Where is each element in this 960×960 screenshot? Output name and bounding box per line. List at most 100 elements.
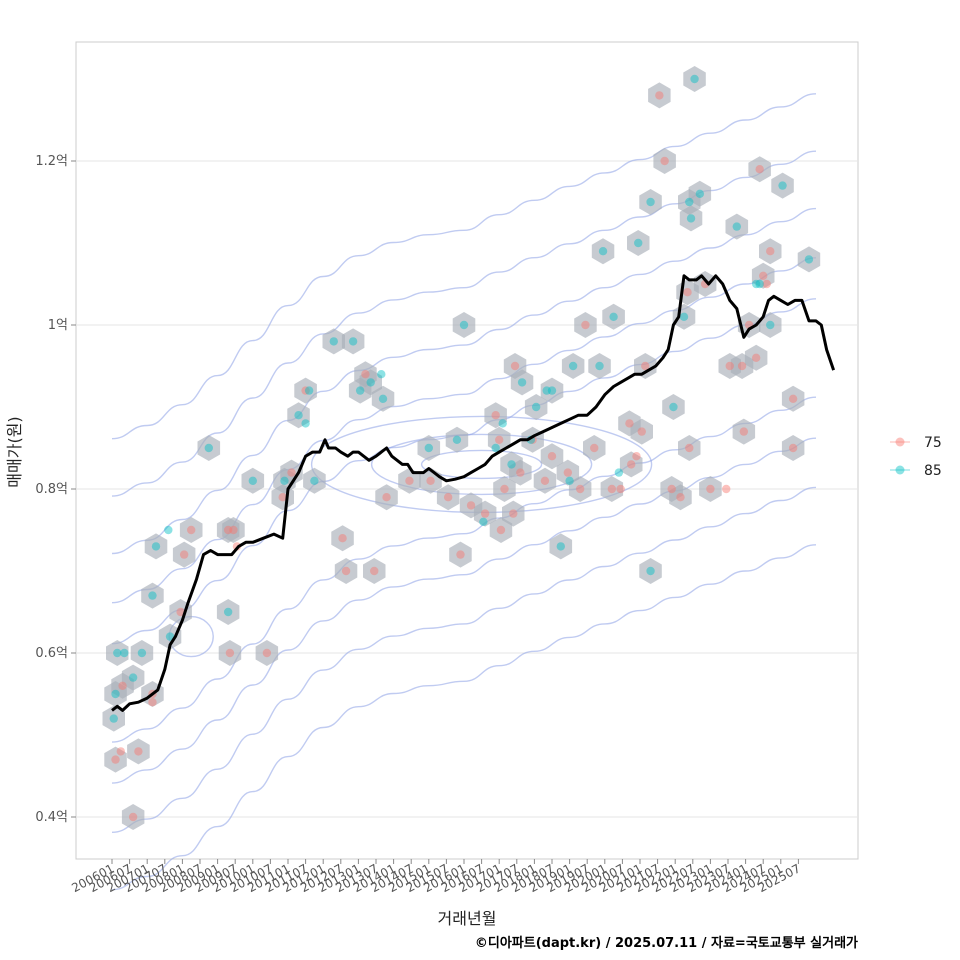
hexbin	[216, 599, 240, 625]
data-point-75	[223, 525, 233, 535]
hexbin	[549, 533, 573, 560]
hexbin	[102, 705, 125, 732]
hexbin	[127, 738, 150, 765]
data-point-85	[595, 361, 604, 371]
hexbin	[781, 435, 805, 461]
hexbin	[484, 402, 507, 429]
hexbin	[662, 394, 685, 420]
hexbin	[104, 746, 127, 773]
data-point-85	[517, 378, 527, 387]
data-point-85	[165, 632, 175, 641]
hexbin	[130, 640, 154, 666]
y-tick-label: 1.2억	[35, 154, 68, 169]
hexbin	[600, 476, 624, 502]
data-point-75	[788, 394, 798, 403]
data-point-75	[616, 484, 625, 494]
data-point-75	[480, 509, 490, 518]
data-point-75	[590, 443, 599, 453]
hexbin	[561, 353, 585, 379]
hexbin	[583, 435, 606, 461]
hexbin	[588, 353, 611, 379]
data-point-85	[498, 419, 507, 428]
trend-line	[111, 274, 836, 712]
data-point-85	[377, 370, 386, 379]
hexbin	[359, 369, 382, 396]
hexbin	[556, 459, 580, 486]
data-point-75	[187, 525, 196, 535]
data-point-75	[111, 755, 120, 764]
data-point-75	[500, 484, 509, 494]
data-point-85	[491, 443, 500, 453]
hexbin	[591, 238, 615, 265]
data-point-75	[607, 484, 617, 494]
hexbin	[197, 435, 221, 461]
data-point-75	[179, 550, 189, 559]
data-point-85	[223, 607, 233, 617]
data-point-85	[310, 476, 319, 485]
density-contour	[420, 449, 543, 480]
x-axis-ticks: 2006012006072007012007072008012008072009…	[69, 859, 803, 895]
data-point-75	[685, 443, 694, 453]
data-point-85	[565, 476, 574, 485]
hexbin	[445, 426, 469, 453]
data-point-75	[676, 493, 685, 502]
data-point-85	[634, 238, 643, 248]
data-point-75	[575, 484, 585, 494]
hexbin	[375, 484, 398, 511]
hexbin	[639, 558, 662, 584]
y-tick-label: 1억	[48, 318, 68, 333]
data-point-75	[495, 435, 504, 444]
caption: ©디아파트(dapt.kr) / 2025.07.11 / 자료=국토교통부 실…	[475, 935, 858, 951]
hexbin	[771, 172, 794, 199]
data-point-85	[128, 673, 138, 682]
data-point-85	[679, 312, 689, 321]
data-point-75	[116, 747, 126, 756]
hexbin	[341, 328, 365, 355]
gridlines	[76, 160, 858, 818]
hexbin	[334, 558, 358, 584]
hexbin	[436, 484, 460, 511]
data-point-85	[686, 214, 696, 223]
hexbin	[500, 451, 523, 478]
legend-key-85	[895, 465, 905, 475]
data-point-75	[737, 361, 747, 371]
hexbin	[489, 517, 513, 543]
hexbin	[255, 640, 279, 666]
hexbin	[759, 238, 782, 265]
data-point-85	[378, 394, 388, 403]
hexbin	[121, 804, 145, 830]
data-point-75	[262, 648, 272, 658]
hexbin	[627, 230, 650, 256]
hexbin	[751, 262, 775, 289]
y-axis-ticks: 0.4억 0.6억 0.8억 1억 1.2억	[35, 154, 76, 825]
hexbin	[748, 156, 771, 183]
data-point-85	[778, 181, 787, 190]
hexbin	[634, 353, 657, 379]
data-point-85	[248, 476, 257, 485]
data-point-85	[301, 419, 310, 428]
density-contour	[111, 486, 817, 833]
data-point-85	[355, 386, 365, 395]
hexbin	[398, 467, 421, 494]
data-point-75	[278, 493, 287, 502]
hexbin	[781, 385, 805, 412]
hexbin	[218, 640, 242, 666]
data-point-75	[706, 484, 715, 494]
hexbin	[473, 500, 497, 527]
data-point-85	[531, 402, 541, 412]
hexbin	[524, 394, 548, 420]
hexbin	[744, 344, 768, 371]
data-point-85	[164, 525, 173, 535]
data-point-85	[568, 361, 578, 371]
y-tick-label: 0.8억	[35, 482, 68, 497]
scatter-points	[109, 74, 814, 822]
data-point-75	[563, 468, 573, 477]
data-point-85	[542, 386, 551, 395]
data-point-75	[641, 361, 650, 371]
hexbin	[144, 533, 168, 560]
data-point-85	[151, 542, 161, 551]
hexbin	[294, 377, 317, 404]
data-point-85	[137, 648, 147, 658]
legend-label-85: 85	[924, 463, 942, 479]
density-contour	[111, 207, 817, 555]
